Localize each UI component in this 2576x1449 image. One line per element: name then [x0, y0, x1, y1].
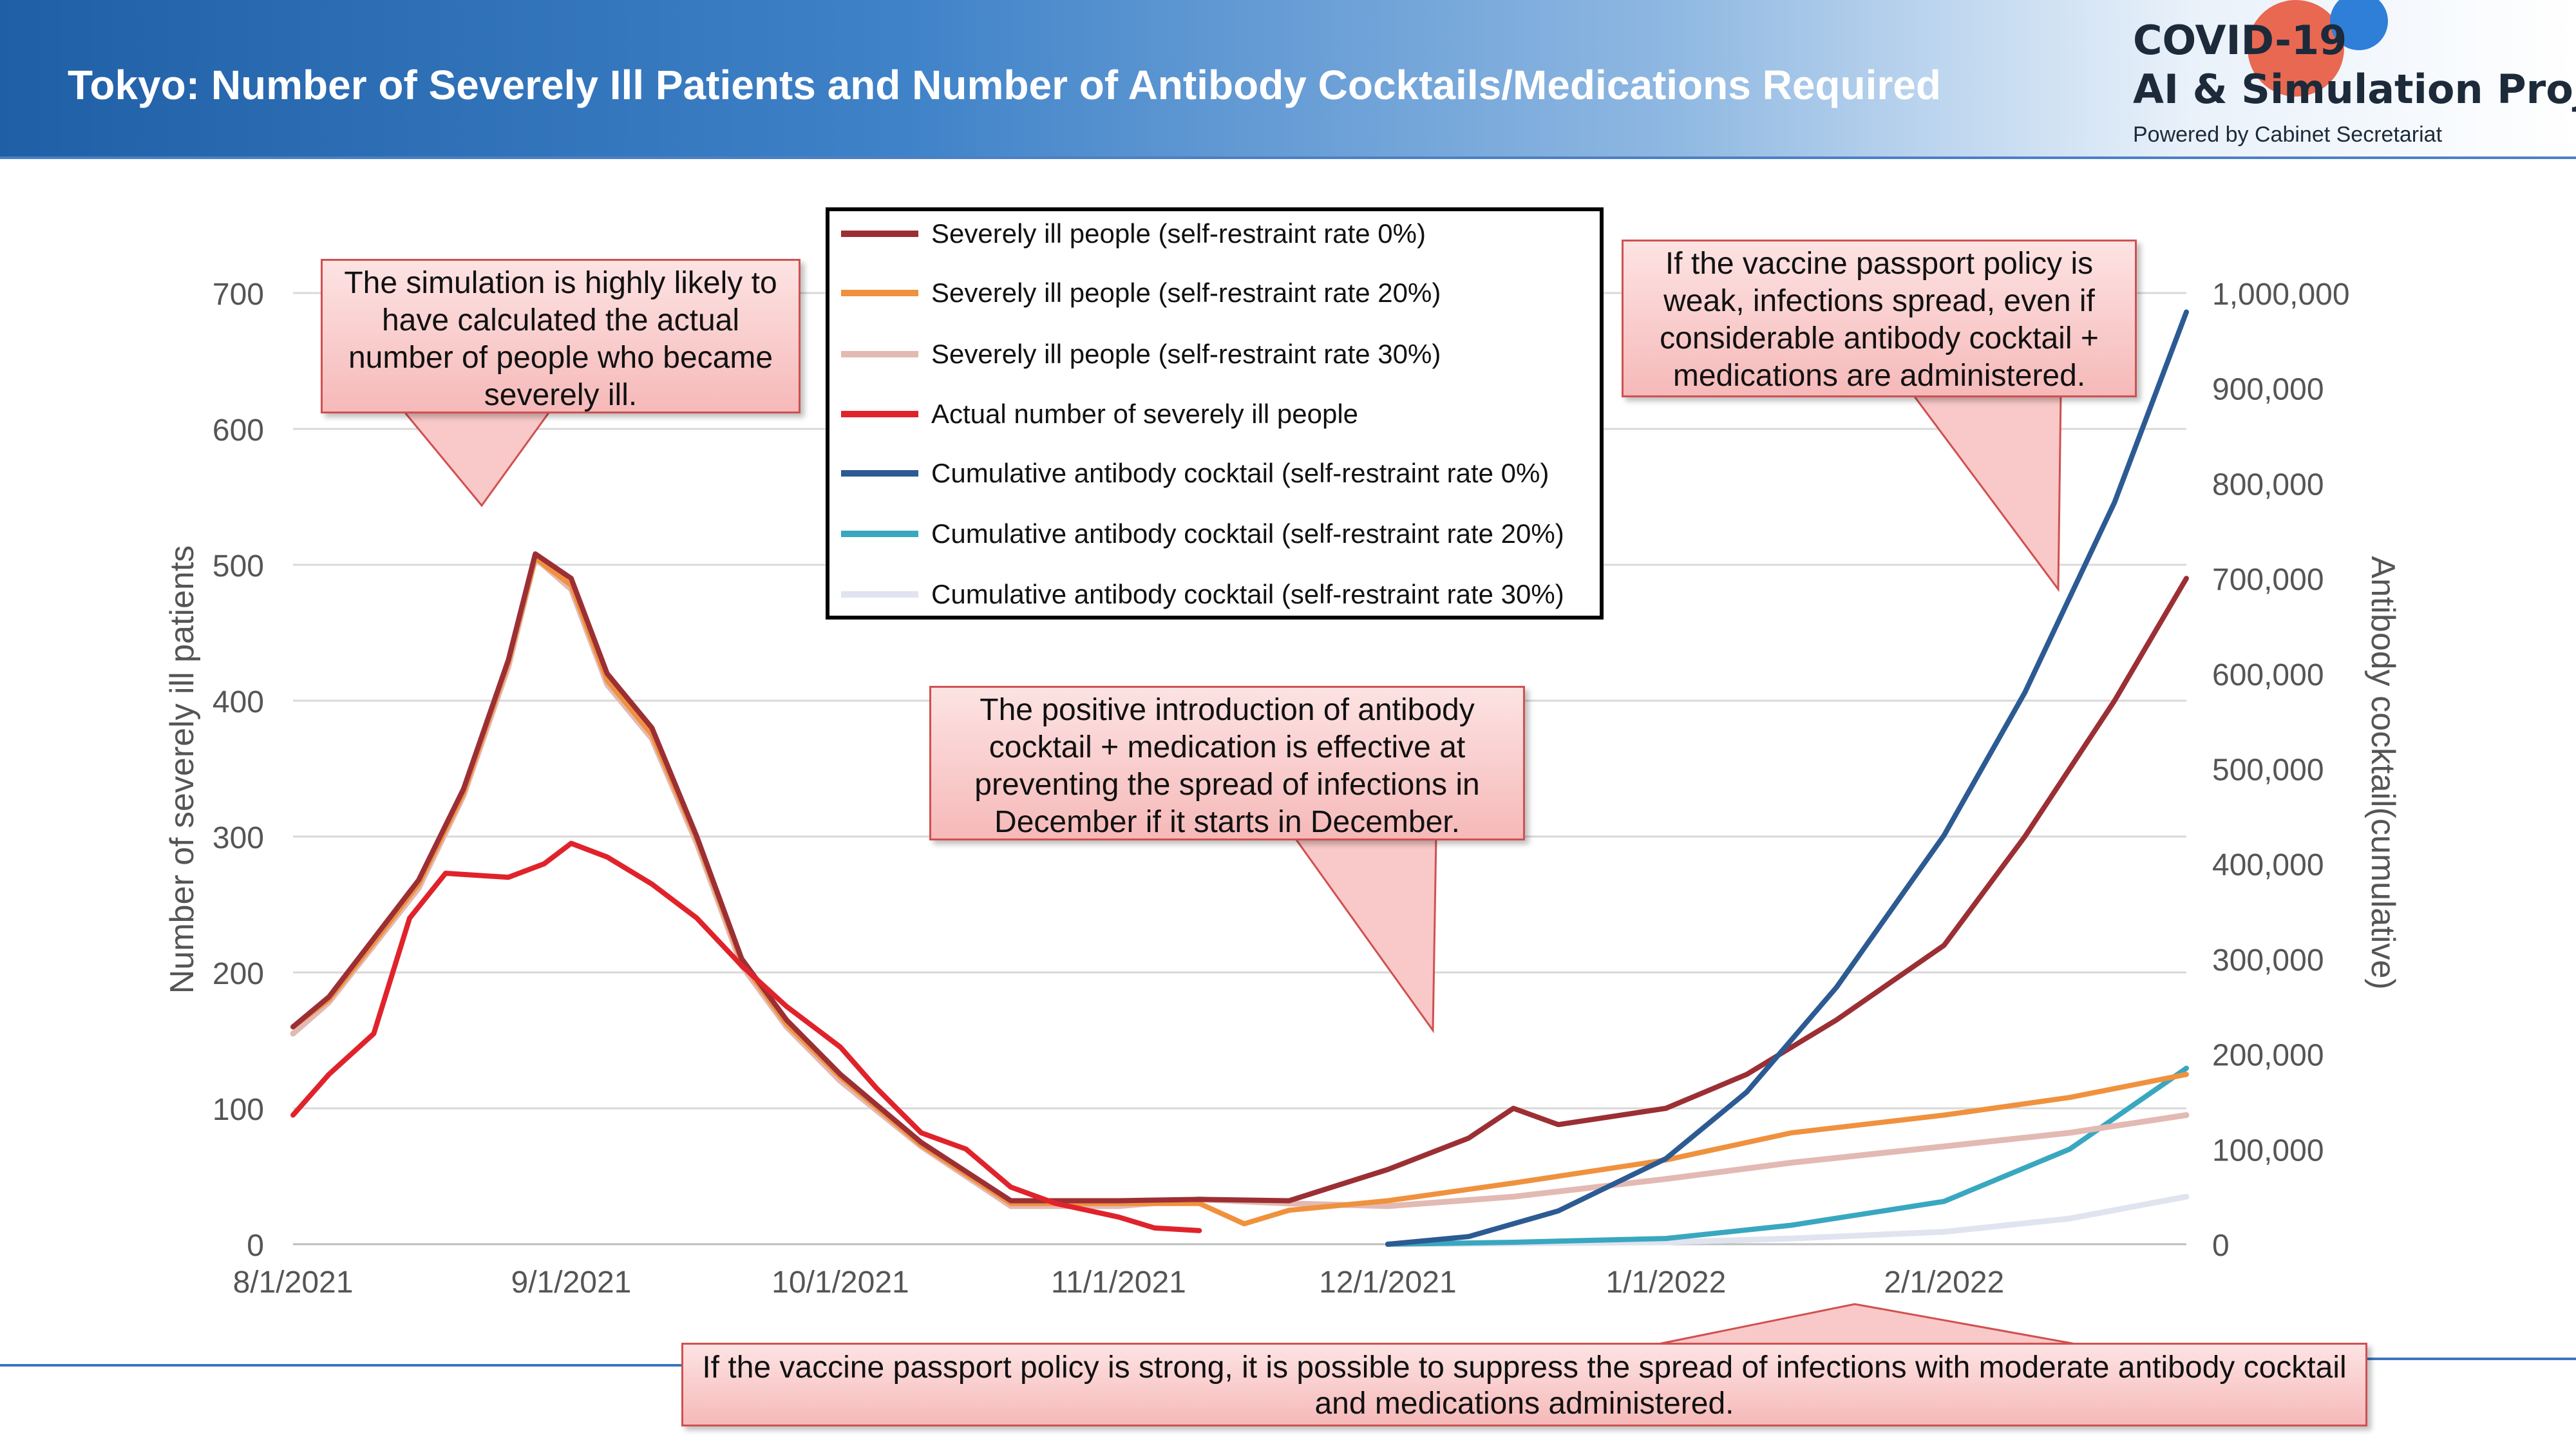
legend-swatch [841, 351, 918, 357]
callout-positive: The positive introduction of antibody co… [929, 686, 1525, 840]
legend-swatch [841, 531, 918, 537]
legend-swatch [841, 290, 918, 296]
legend: Severely ill people (self-restraint rate… [826, 207, 1604, 620]
callout-pointer-simulation [397, 404, 556, 507]
y2-axis-label: Antibody cocktail(cumulative) [2364, 556, 2401, 989]
callout-passport-weak: If the vaccine passport policy is weak, … [1622, 240, 2137, 397]
bottom-divider-left [0, 1364, 683, 1367]
series-line-0 [290, 551, 2189, 1204]
x-tick-label: 10/1/2021 [772, 1265, 909, 1300]
y-tick-label: 100 [213, 1093, 264, 1127]
legend-item: Cumulative antibody cocktail (self-restr… [841, 518, 1564, 550]
page-title: Tokyo: Number of Severely Ill Patients a… [68, 62, 1941, 108]
legend-label: Cumulative antibody cocktail (self-restr… [931, 518, 1564, 549]
logo-subtitle: AI & Simulation Project [2133, 66, 2576, 113]
y-axis-label: Number of severely ill patients [164, 545, 201, 994]
y2-tick-label: 0 [2212, 1229, 2230, 1263]
legend-label: Severely ill people (self-restraint rate… [931, 218, 1426, 249]
series-lines [290, 309, 2190, 1247]
y2-tick-label: 900,000 [2212, 373, 2324, 407]
y-tick-label: 200 [213, 957, 264, 991]
x-tick-label: 8/1/2021 [233, 1265, 354, 1300]
legend-swatch [841, 591, 918, 598]
y-tick-label: 500 [213, 549, 264, 583]
y2-tick-label: 100,000 [2212, 1133, 2324, 1168]
legend-label: Actual number of severely ill people [931, 399, 1359, 429]
y-tick-label: 400 [213, 685, 264, 719]
y-tick-label: 300 [213, 821, 264, 855]
legend-item: Severely ill people (self-restraint rate… [841, 277, 1441, 309]
callout-pointer-positive [1293, 836, 1437, 1034]
y2-tick-label: 1,000,000 [2212, 278, 2350, 312]
callout-simulation: The simulation is highly likely to have … [321, 259, 800, 413]
x-tick-label: 11/1/2021 [1051, 1265, 1186, 1300]
y2-tick-label: 400,000 [2212, 848, 2324, 882]
legend-item: Cumulative antibody cocktail (self-restr… [841, 578, 1564, 611]
x-tick-label: 1/1/2022 [1605, 1265, 1726, 1300]
legend-item: Cumulative antibody cocktail (self-restr… [841, 457, 1549, 489]
logo-blue-circle [2330, 0, 2388, 50]
y-tick-label: 700 [213, 278, 264, 312]
x-tick-label: 12/1/2021 [1319, 1265, 1457, 1300]
y2-tick-label: 200,000 [2212, 1039, 2324, 1073]
y-tick-label: 600 [213, 413, 264, 448]
header-banner: Tokyo: Number of Severely Ill Patients a… [0, 0, 2576, 158]
logo-credit: Powered by Cabinet Secretariat [2133, 122, 2443, 147]
callout-passport-strong: If the vaccine passport policy is strong… [681, 1343, 2367, 1426]
legend-label: Cumulative antibody cocktail (self-restr… [931, 579, 1564, 609]
legend-label: Severely ill people (self-restraint rate… [931, 278, 1441, 308]
series-line-5 [1385, 1065, 2189, 1247]
legend-label: Severely ill people (self-restraint rate… [931, 339, 1441, 369]
callout-pointer-passport-weak [1911, 393, 2062, 592]
y2-tick-label: 700,000 [2212, 563, 2324, 597]
series-line-4 [1385, 309, 2189, 1247]
legend-item: Severely ill people (self-restraint rate… [841, 338, 1441, 370]
y-tick-label: 0 [247, 1229, 264, 1263]
y2-tick-label: 500,000 [2212, 753, 2324, 788]
top-divider [0, 156, 2576, 159]
legend-swatch [841, 411, 918, 417]
y2-tick-label: 300,000 [2212, 943, 2324, 978]
axes: 0 100 200 300 400 500 600 700 0 100,000 200,000 300… [213, 278, 2350, 1300]
x-tick-label: 9/1/2021 [511, 1265, 632, 1300]
legend-item: Actual number of severely ill people [841, 398, 1358, 430]
legend-swatch [841, 470, 918, 477]
x-tick-label: 2/1/2022 [1884, 1265, 2004, 1300]
legend-item: Severely ill people (self-restraint rate… [841, 218, 1426, 250]
series-line-3 [290, 840, 1202, 1233]
callout-pointer-passport-strong [1648, 1303, 2087, 1347]
y2-tick-label: 600,000 [2212, 658, 2324, 692]
logo-title: COVID-19 [2133, 17, 2347, 64]
y2-tick-label: 800,000 [2212, 468, 2324, 502]
legend-label: Cumulative antibody cocktail (self-restr… [931, 458, 1549, 488]
series-line-6 [1385, 1193, 2190, 1247]
bottom-divider-right [2363, 1358, 2576, 1360]
logo-red-circle [2248, 0, 2344, 97]
legend-swatch [841, 231, 918, 237]
